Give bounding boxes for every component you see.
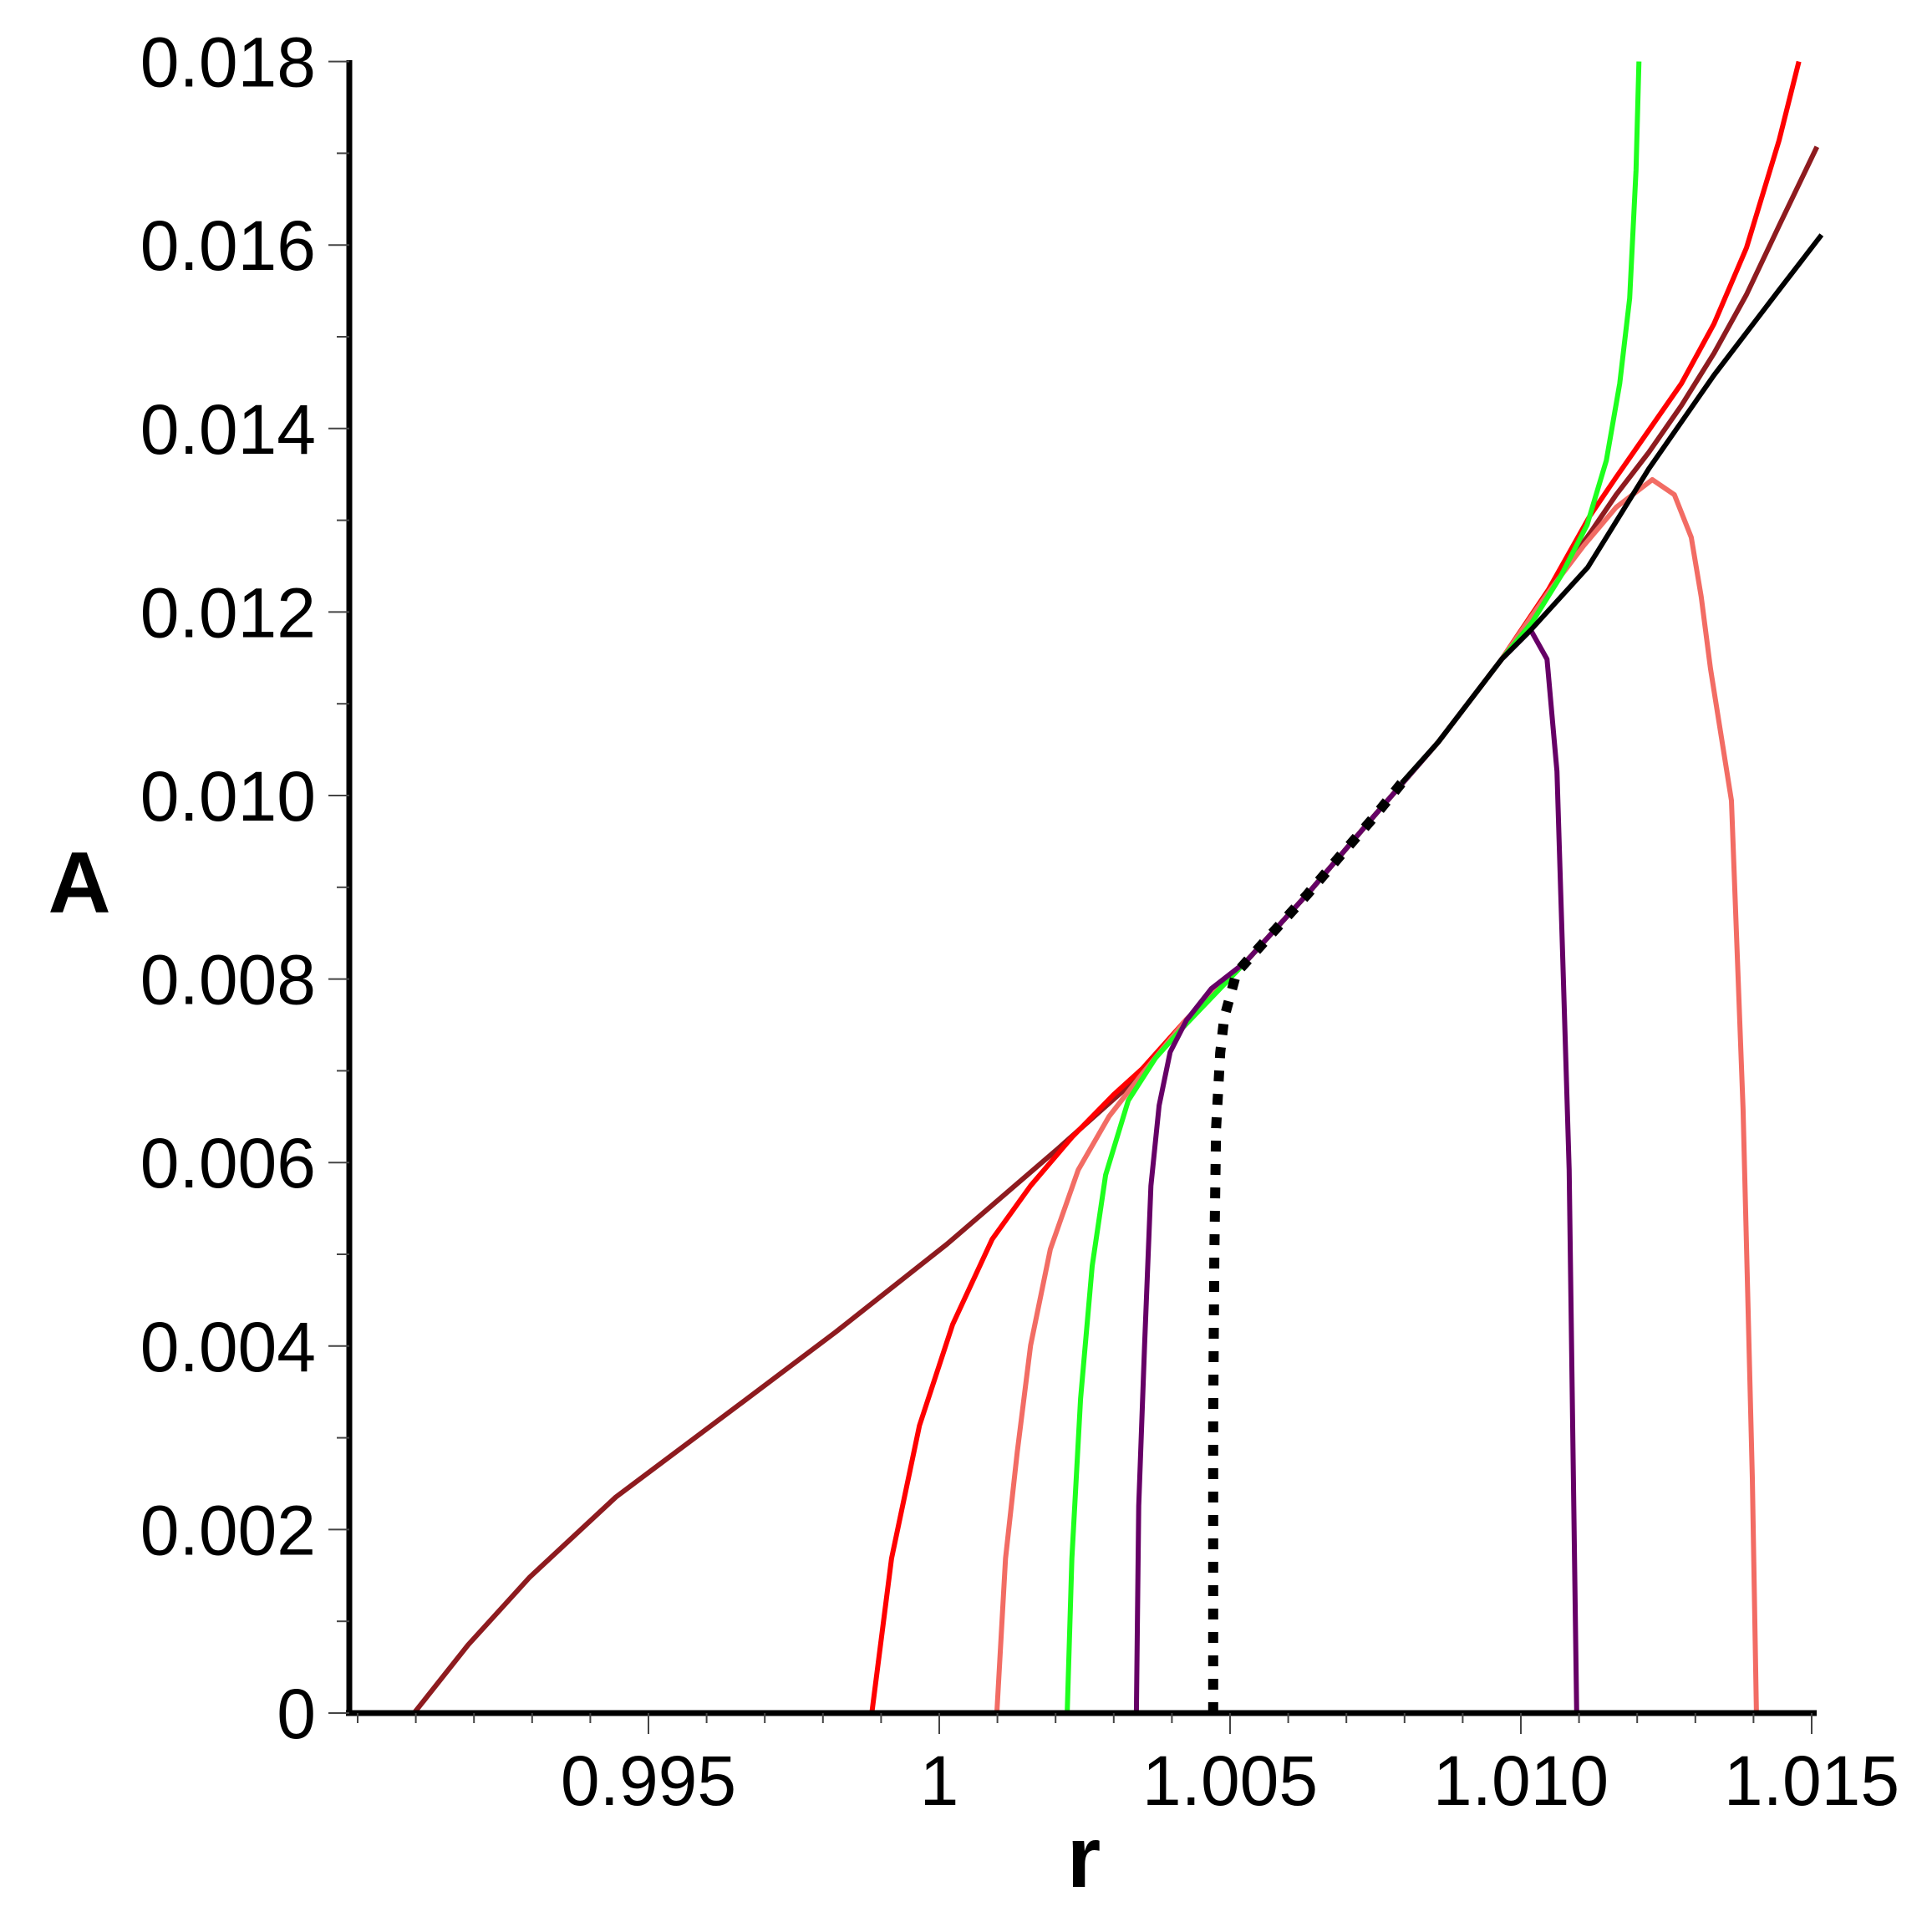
x-tick-label: 1.015 xyxy=(1724,1741,1899,1820)
y-tick-label: 0 xyxy=(277,1675,316,1753)
curve-red xyxy=(869,60,1802,1714)
y-tick-label: 0.018 xyxy=(140,23,316,102)
x-axis-title: r xyxy=(1067,1809,1101,1906)
curve-black-dotted xyxy=(1208,780,1406,1713)
y-tick-label: 0.016 xyxy=(140,206,316,285)
y-tick-label: 0.002 xyxy=(140,1491,316,1569)
y-tick-label: 0.012 xyxy=(140,573,316,652)
y-ticks: 0 0.002 0.004 0.006 0.008 0.010 0.012 0.014 0.01… xyxy=(140,23,349,1753)
x-tick-label: 1.010 xyxy=(1433,1741,1609,1820)
y-tick-label: 0.006 xyxy=(140,1124,316,1202)
curve-black xyxy=(1400,233,1824,786)
x-tick-label: 1 xyxy=(920,1741,959,1820)
x-tick-label: 0.995 xyxy=(561,1741,736,1820)
plot-curves xyxy=(412,60,1824,1715)
curve-green xyxy=(1065,61,1642,1714)
curve-purple xyxy=(1133,628,1579,1714)
x-ticks: 0.995 1 1.005 1.010 1.015 xyxy=(357,1713,1899,1820)
y-tick-label: 0.008 xyxy=(140,941,316,1019)
axes: 0 0.002 0.004 0.006 0.008 0.010 0.012 0.014 0.01… xyxy=(140,23,1899,1820)
y-tick-label: 0.014 xyxy=(140,390,316,469)
y-tick-label: 0.004 xyxy=(140,1308,316,1386)
y-axis-title: A xyxy=(48,835,110,932)
curve-brown xyxy=(412,145,1820,1715)
y-tick-label: 0.010 xyxy=(140,757,316,836)
x-tick-label: 1.005 xyxy=(1142,1741,1318,1820)
